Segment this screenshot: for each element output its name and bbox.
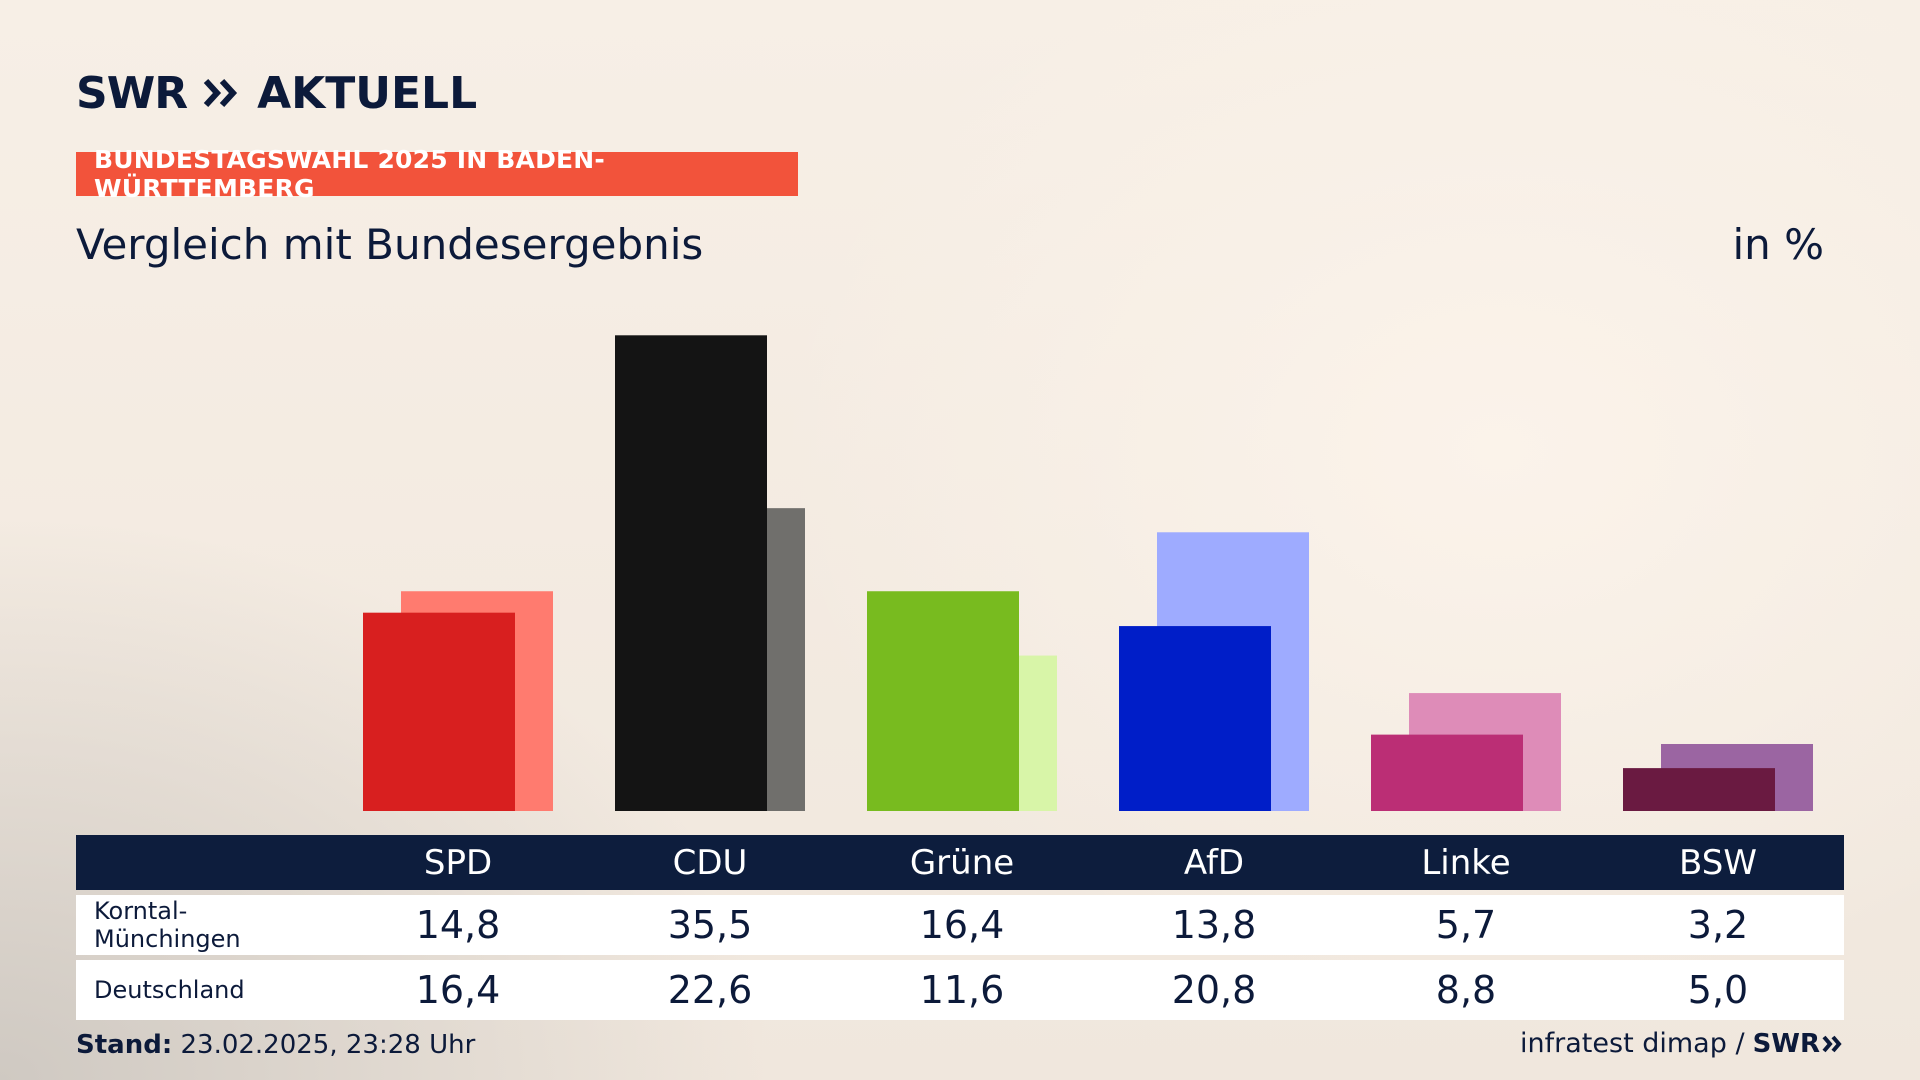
row-cells: 16,4 22,6 11,6 20,8 8,8 5,0 bbox=[332, 968, 1844, 1012]
bar-korntal-afd bbox=[1119, 626, 1271, 811]
table-row: Korntal-Münchingen 14,8 35,5 16,4 13,8 5… bbox=[76, 895, 1844, 955]
table-cell: 20,8 bbox=[1171, 968, 1257, 1012]
bar-deutschland-afd bbox=[1157, 532, 1309, 811]
table-cell: 13,8 bbox=[1171, 903, 1257, 947]
header-party-gruene: Grüne bbox=[909, 842, 1015, 883]
table-cell: 16,4 bbox=[919, 903, 1005, 947]
unit-label: in % bbox=[1732, 220, 1824, 269]
row-label: Korntal-Münchingen bbox=[94, 897, 241, 953]
header-party-spd: SPD bbox=[423, 842, 493, 883]
bar-korntal-cdu bbox=[615, 335, 767, 811]
results-table: SPD CDU Grüne AfD Linke BSW Korntal-Münc… bbox=[76, 835, 1844, 1020]
footer-swr-text: SWR bbox=[1752, 1028, 1820, 1059]
stand-value: 23.02.2025, 23:28 Uhr bbox=[180, 1030, 476, 1060]
logo-aktuell-text: AKTUELL bbox=[257, 67, 478, 119]
bar-korntal-gruene bbox=[867, 591, 1019, 811]
table-cell: 11,6 bbox=[919, 968, 1005, 1012]
bar-deutschland-linke bbox=[1409, 693, 1561, 811]
table-cell: 3,2 bbox=[1687, 903, 1749, 947]
header-party-cdu: CDU bbox=[672, 842, 748, 883]
table-cell: 16,4 bbox=[415, 968, 501, 1012]
header-party-bsw: BSW bbox=[1679, 842, 1757, 883]
swr-aktuell-logo: SWR AKTUELL bbox=[76, 67, 478, 119]
bar-korntal-spd bbox=[363, 612, 515, 811]
logo-swr-text: SWR bbox=[76, 67, 188, 119]
bar-korntal-bsw bbox=[1623, 768, 1775, 811]
bar-deutschland-bsw bbox=[1661, 744, 1813, 811]
row-label: Deutschland bbox=[94, 976, 245, 1004]
header-party-linke: Linke bbox=[1421, 842, 1511, 883]
double-chevron-icon bbox=[203, 78, 238, 108]
election-banner: BUNDESTAGSWAHL 2025 IN BADEN-WÜRTTEMBERG bbox=[76, 145, 798, 203]
table-cell: 22,6 bbox=[667, 968, 753, 1012]
bar-deutschland-cdu bbox=[653, 508, 805, 811]
table-cell: 14,8 bbox=[415, 903, 501, 947]
table-cell: 5,7 bbox=[1435, 903, 1497, 947]
source-credit: infratest dimap / SWR bbox=[1520, 1028, 1844, 1059]
header-cells: SPD CDU Grüne AfD Linke BSW bbox=[332, 843, 1844, 883]
stand-label: Stand: bbox=[76, 1030, 173, 1060]
bar-korntal-linke bbox=[1371, 734, 1523, 811]
stand-timestamp: Stand: 23.02.2025, 23:28 Uhr bbox=[76, 1030, 475, 1060]
table-cell: 35,5 bbox=[667, 903, 753, 947]
table-header: SPD CDU Grüne AfD Linke BSW bbox=[76, 835, 1844, 890]
bar-deutschland-gruene bbox=[905, 655, 1057, 811]
header-party-afd: AfD bbox=[1183, 842, 1245, 883]
chart-subtitle: Vergleich mit Bundesergebnis bbox=[76, 220, 704, 269]
footer-swr-logo: SWR bbox=[1753, 1029, 1844, 1059]
bar-deutschland-spd bbox=[401, 591, 553, 811]
table-cell: 5,0 bbox=[1687, 968, 1749, 1012]
row-cells: 14,8 35,5 16,4 13,8 5,7 3,2 bbox=[332, 903, 1844, 947]
source-text: infratest dimap / bbox=[1520, 1028, 1745, 1059]
double-chevron-icon bbox=[1822, 1035, 1842, 1052]
table-cell: 8,8 bbox=[1435, 968, 1497, 1012]
table-row: Deutschland 16,4 22,6 11,6 20,8 8,8 5,0 bbox=[76, 960, 1844, 1020]
